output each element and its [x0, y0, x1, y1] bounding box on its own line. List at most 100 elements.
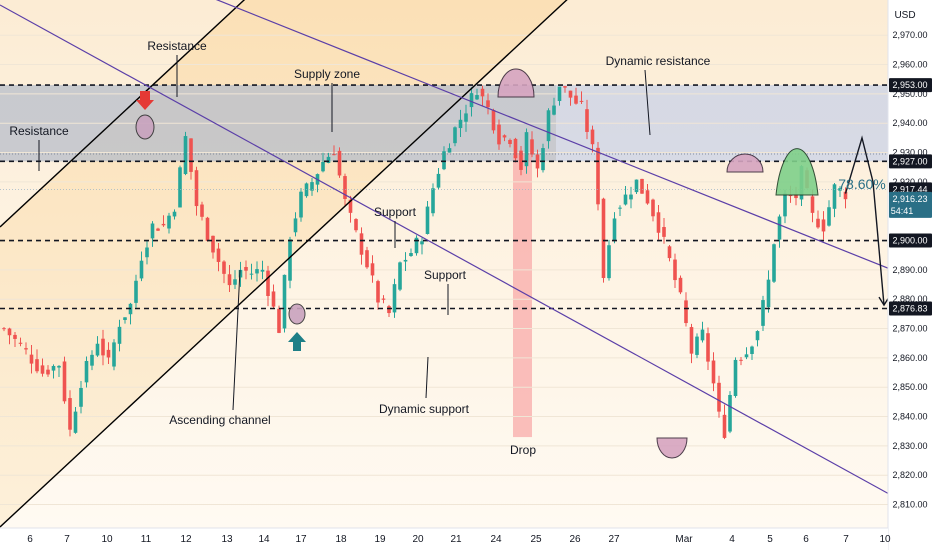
candle-body	[431, 188, 435, 214]
candle-body	[810, 196, 815, 213]
candle-body	[733, 359, 738, 396]
time-tick-label: 19	[374, 534, 386, 545]
candle-body	[640, 178, 644, 194]
candle-body	[843, 191, 848, 200]
candle-body	[717, 382, 721, 412]
candle-body	[673, 259, 677, 281]
annotation-pointer-line	[644, 69, 651, 136]
candle-body	[227, 274, 232, 286]
candle-body	[117, 326, 122, 344]
candle-body	[392, 284, 397, 313]
time-tick-label: 13	[221, 534, 233, 545]
grid-layer	[0, 34, 888, 506]
candle-body	[772, 244, 776, 282]
candle-body	[442, 151, 446, 170]
candle-body	[656, 212, 661, 233]
candle-body	[183, 136, 188, 175]
projection-semicircle-marker	[775, 148, 819, 196]
candle-body	[519, 150, 523, 170]
candle-body	[447, 148, 452, 153]
current-price-tag-label: 2,916.23	[892, 194, 927, 204]
candle-body	[95, 343, 100, 356]
candle-body	[139, 260, 144, 279]
annotation-label: Dynamic resistance	[606, 54, 711, 68]
annotation-label: Drop	[510, 443, 536, 457]
candle-body	[387, 306, 391, 314]
time-axis[interactable]: 6 7 10 11 12 13 14 17 18 19 20 21 24 25 26 27 Mar 4 5 6 7 10	[0, 527, 891, 550]
candle-body	[601, 198, 606, 279]
candle-body	[563, 86, 567, 88]
candle-body	[90, 354, 94, 366]
candle-body	[491, 110, 496, 131]
candle-body	[79, 387, 83, 407]
annotation-labels-layer: Resistance Resistance Supply zone Dynamic r…	[9, 39, 885, 457]
annotation-label: Dynamic support	[379, 402, 470, 416]
candle-body	[354, 219, 358, 231]
candle-body	[145, 247, 149, 258]
candle-body	[365, 250, 369, 268]
candle-body	[832, 184, 837, 209]
candle-body	[222, 261, 226, 274]
candle-body	[827, 207, 831, 226]
candle-body	[178, 167, 182, 208]
candle-body	[425, 206, 430, 234]
time-tick-label: 6	[803, 534, 809, 545]
candle-body	[310, 182, 314, 191]
price-tag-label: 2,917.44	[892, 184, 927, 194]
candle-body	[57, 365, 61, 368]
forecast-arrowhead-icon	[878, 296, 888, 307]
candle-body	[524, 132, 529, 167]
candle-body	[590, 129, 595, 145]
candle-body	[464, 113, 468, 122]
candle-body	[266, 270, 270, 296]
bottom-semicircle-marker	[656, 437, 688, 459]
candle-body	[530, 139, 534, 155]
candle-body	[381, 298, 386, 300]
candle-body	[667, 246, 672, 259]
drop-zone	[513, 152, 532, 438]
candle-body	[497, 124, 501, 145]
price-tick-label: 2,970.00	[892, 30, 927, 40]
candle-body	[249, 273, 254, 275]
candle-body	[233, 279, 237, 285]
candle-body	[13, 334, 17, 339]
time-tick-label: 11	[141, 534, 152, 545]
time-tick-label: Mar	[675, 534, 693, 545]
time-tick-label: 25	[530, 534, 542, 545]
countdown-timer-label: 54:41	[891, 206, 914, 216]
candle-body	[370, 263, 375, 276]
level-price-tag	[889, 78, 932, 93]
background-layer	[0, 0, 888, 528]
time-tick-label: 4	[729, 534, 735, 545]
candle-body	[359, 233, 364, 255]
channel-upper-line	[0, 0, 246, 228]
candle-body	[376, 281, 380, 303]
drawings-layer	[0, 0, 888, 528]
down-arrow-icon	[136, 91, 154, 110]
candle-body	[46, 369, 50, 375]
time-tick-label: 7	[843, 534, 849, 545]
price-tick-label: 2,960.00	[892, 60, 927, 70]
candle-body	[579, 100, 584, 102]
candle-body	[689, 327, 694, 354]
touch-circle-marker	[288, 303, 306, 325]
time-tick-label: 10	[879, 534, 891, 545]
candle-body	[255, 269, 259, 274]
candle-body	[62, 361, 67, 402]
candle-body	[821, 219, 826, 232]
candle-body	[24, 348, 28, 350]
candle-body	[453, 127, 457, 144]
candle-body	[150, 223, 155, 239]
price-axis[interactable]: USD 2,970.00 2,960.00 2,950.00 2,940.00 2,93…	[887, 0, 932, 550]
candle-body	[508, 139, 512, 145]
candle-body	[541, 148, 545, 171]
candle-body	[469, 93, 474, 108]
top-semicircle-marker	[497, 68, 535, 98]
candles-layer	[2, 85, 848, 440]
candle-body	[216, 248, 221, 262]
annotation-pointer-line	[425, 356, 429, 399]
candle-body	[189, 138, 193, 172]
candle-body	[321, 161, 325, 172]
candle-body	[574, 95, 578, 104]
candle-body	[739, 359, 743, 361]
